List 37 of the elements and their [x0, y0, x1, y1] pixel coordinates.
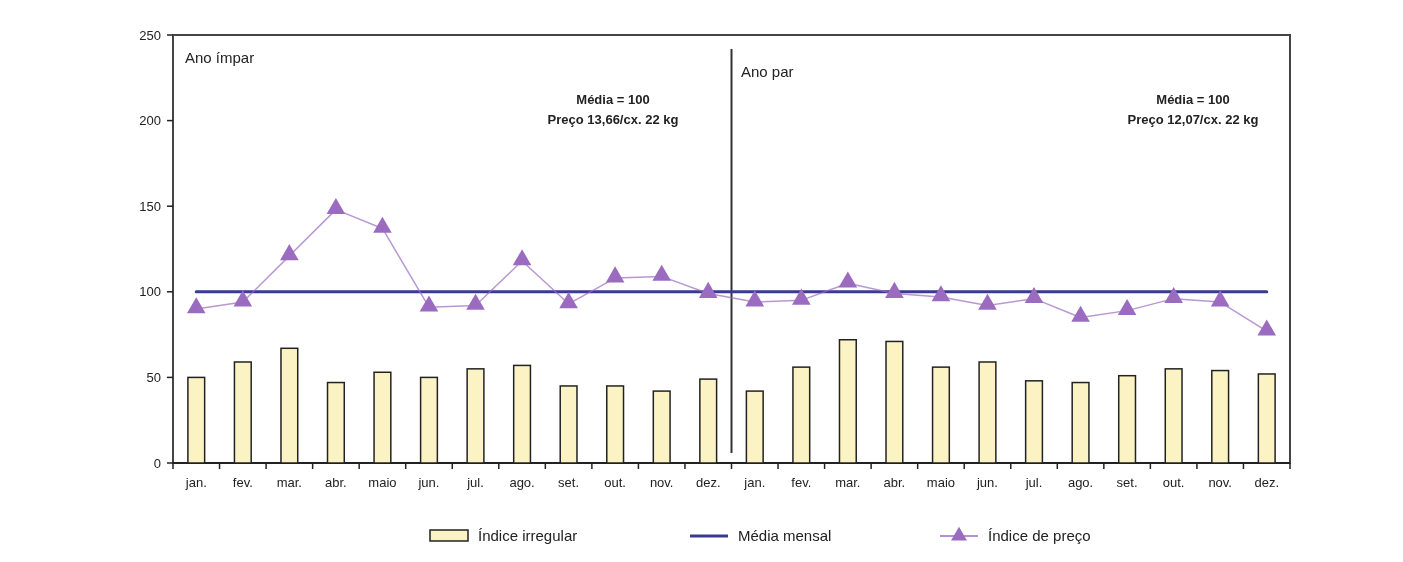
x-tick-label: dez. [695, 475, 721, 490]
x-tick-label: maio [368, 475, 397, 490]
x-tick-label: maio [926, 475, 956, 490]
x-tick-label: abr. [325, 475, 347, 490]
x-tick-label: out. [604, 475, 626, 490]
x-tick-label: mar. [276, 475, 302, 490]
x-tick-label: ago. [509, 475, 535, 490]
annotation: Ano par [741, 63, 794, 80]
x-tick-label: ago. [1067, 475, 1094, 490]
y-tick-label: 0 [153, 455, 161, 471]
x-tick-label: jan. [743, 475, 766, 490]
x-tick-label: fev. [791, 475, 812, 490]
x-tick-label: jul. [466, 475, 484, 490]
y-tick-label: 250 [139, 27, 161, 43]
x-tick-label: jun. [975, 475, 998, 490]
x-tick-label: jun. [417, 475, 440, 490]
x-tick-label: mar. [835, 475, 861, 490]
y-tick-label: 100 [139, 284, 161, 300]
x-tick-label: set. [558, 475, 580, 490]
x-tick-label: abr. [883, 475, 906, 490]
x-tick-label: jan. [184, 475, 207, 490]
y-tick-label: 200 [139, 113, 161, 129]
x-tick-label: out. [1162, 475, 1185, 490]
y-tick-label: 50 [146, 369, 161, 385]
annotation: Média = 100 Preço 13,66/cx. 22 kg [547, 92, 679, 127]
x-tick-label: nov. [649, 475, 674, 490]
x-tick-label: fev. [232, 475, 253, 490]
x-tick-label: jul. [1024, 475, 1043, 490]
annotation: Ano ímpar [185, 49, 255, 66]
legend-label: Índice irregular [478, 527, 578, 545]
x-tick-label: set. [1116, 475, 1138, 490]
x-tick-label: dez. [1254, 475, 1280, 490]
annotation: Média = 100 Preço 12,07/cx. 22 kg [1127, 92, 1259, 127]
legend-label: Média mensal [738, 527, 832, 545]
y-tick-label: 150 [139, 198, 161, 214]
legend-label: Índice de preço [988, 527, 1091, 545]
x-tick-label: nov. [1208, 475, 1232, 490]
